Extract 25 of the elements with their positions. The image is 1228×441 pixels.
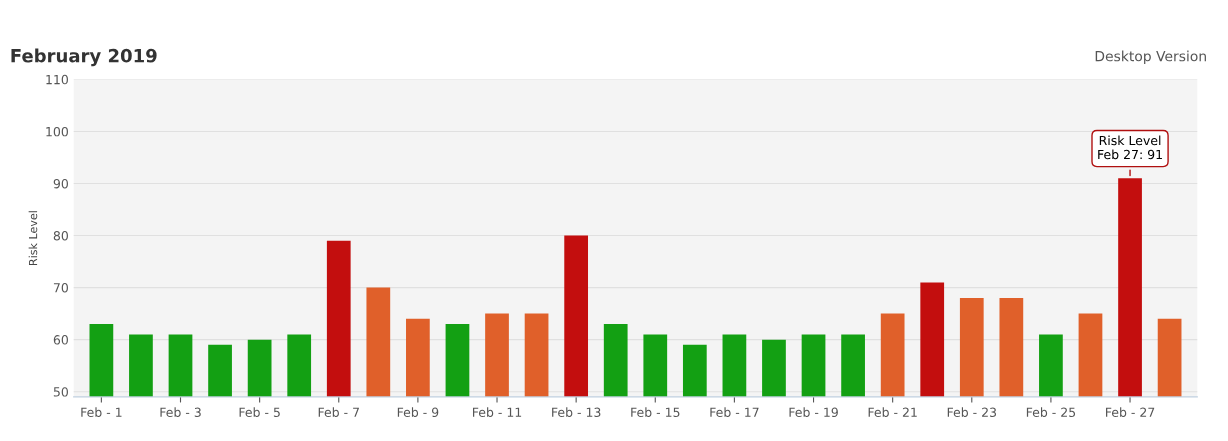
x-tick-label: Feb - 7 (318, 407, 359, 417)
x-tick-label: Feb - 1 (81, 407, 122, 417)
x-tick-label: Feb - 3 (160, 407, 201, 417)
x-tick-label: Feb - 13 (552, 407, 601, 417)
x-tick-label: Feb - 9 (397, 407, 439, 417)
x-tick-label: Feb - 5 (239, 407, 280, 417)
x-tick-label: Feb - 15 (631, 407, 680, 417)
x-tick-label: Feb - 11 (473, 407, 522, 417)
y-tick-label: 50 (53, 387, 68, 397)
x-tick-label: Feb - 19 (789, 407, 838, 417)
chart-subtitle: Desktop Version (1095, 50, 1206, 65)
x-tick-label: Feb - 21 (868, 407, 917, 417)
y-tick-label: 70 (53, 283, 68, 293)
y-tick-label: 60 (53, 335, 68, 345)
chart-title: February 2019 (11, 48, 157, 67)
y-tick-label: 90 (53, 178, 68, 189)
y-tick-label: 80 (53, 231, 68, 241)
x-tick-label: Feb - 25 (1026, 407, 1076, 417)
x-tick-label: Feb - 27 (1106, 407, 1155, 417)
y-tick-label: 100 (46, 126, 68, 137)
x-tick-label: Feb - 17 (710, 407, 759, 417)
x-tick-label: Feb - 23 (947, 407, 997, 417)
y-tick-label: 110 (46, 74, 68, 85)
y-axis-title: Risk Level (28, 211, 38, 265)
annotation: Risk Level Feb 27: 91 (1098, 135, 1162, 160)
